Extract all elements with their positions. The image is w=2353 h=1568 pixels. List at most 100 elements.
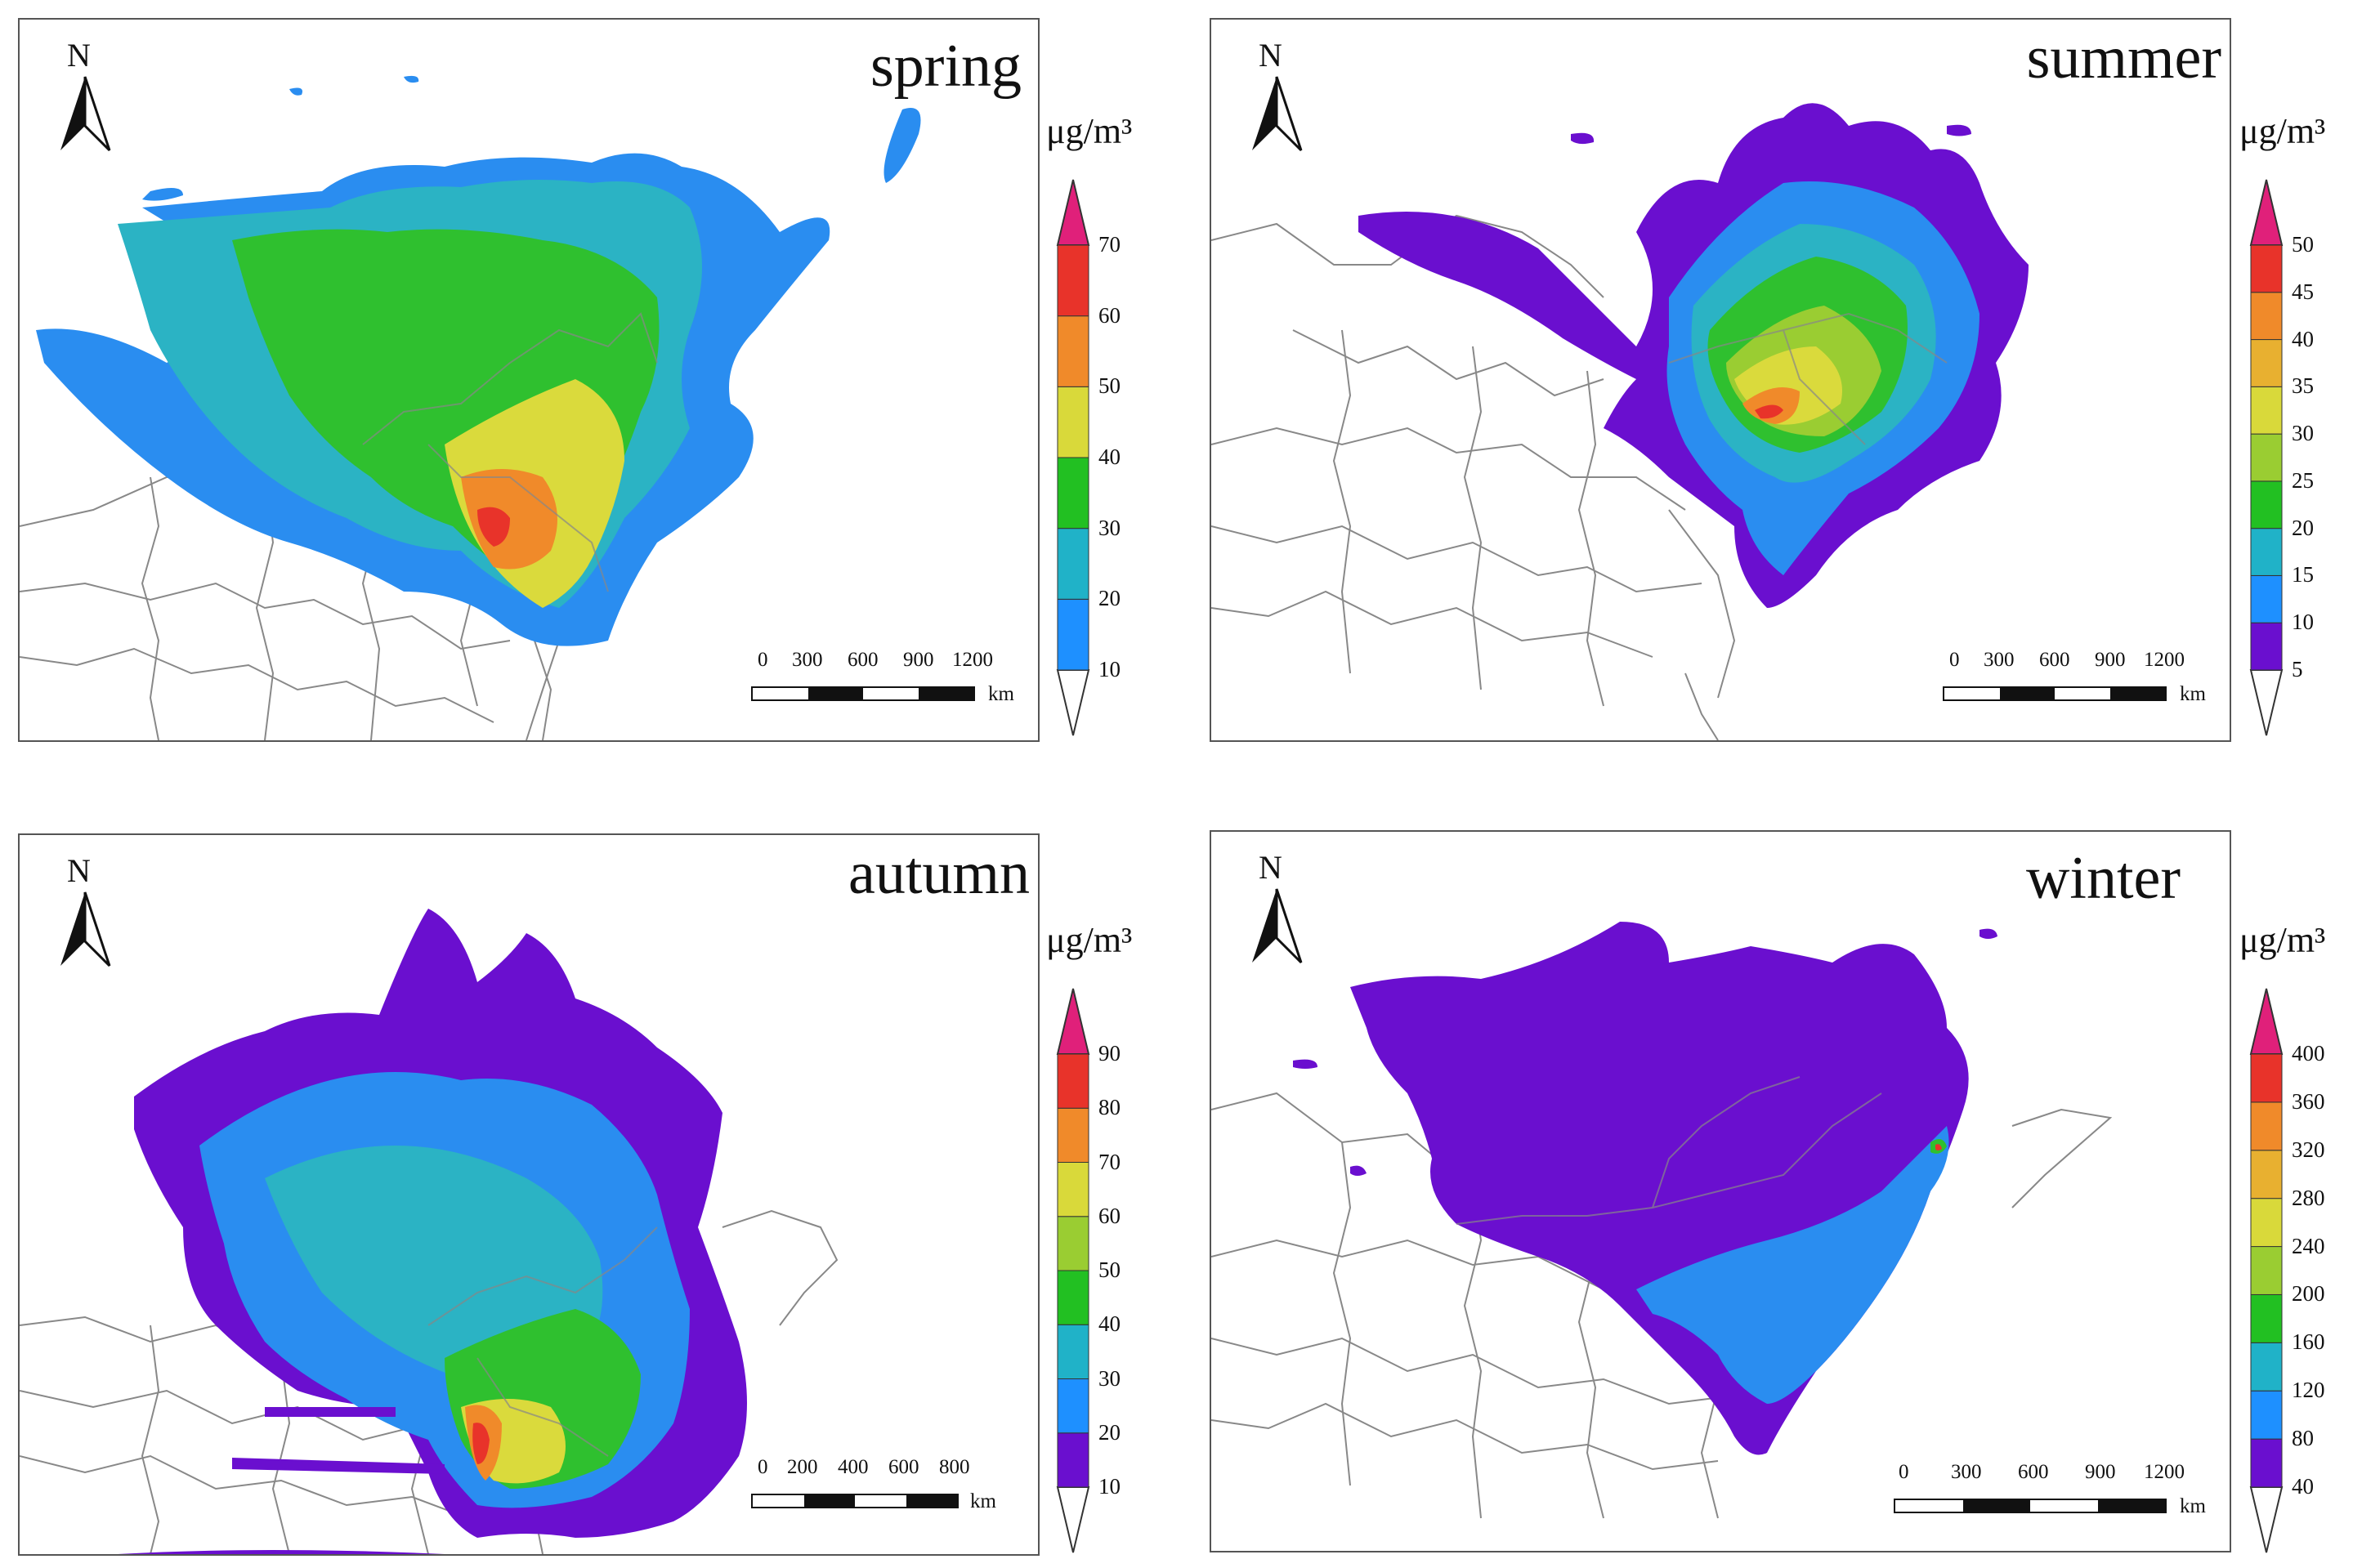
legend-tick-label: 90 [1098,1041,1121,1065]
legend-swatch [2250,480,2283,529]
legend-cap-bottom [1056,669,1090,736]
overlay-boundaries [362,312,658,592]
plume-summer [1358,103,2029,608]
concentration-map [20,909,839,1554]
plume-winter [1293,922,1997,1455]
north-label: N [1259,849,1282,886]
north-arrow: N [52,36,118,159]
legend-cap-bottom [2249,669,2284,736]
concentration-map [1211,103,2029,740]
legend-bar [2249,179,2284,736]
legend-tick-label: 20 [2292,515,2314,540]
season-title: spring [870,33,1022,100]
legend-tick-label: 240 [2292,1233,2325,1258]
concentration-map [20,75,921,740]
legend-unit: μg/m³ [2239,920,2326,960]
legend-swatch [2250,1053,2283,1103]
panel-spring: spring N 0 300 600 900 1200 km μg/m³ 10 2… [0,0,1177,752]
legend-swatch [2250,339,2283,387]
legend-swatch [1057,244,1089,317]
scale-bar-group: 0 200 400 600 800 km [751,1456,1029,1530]
legend-swatch [1057,386,1089,458]
scale-tick: 800 [939,1456,970,1478]
legend-swatch [2250,1390,2283,1440]
map-winter: winter N 0 300 600 900 1200 km [1210,830,2231,1552]
legend-cap-bottom [2249,1486,2284,1553]
scale-tick: 300 [1984,649,2015,671]
legend-cap-top [1056,179,1090,246]
legend-swatch [1057,1053,1089,1109]
legend-tick-label: 15 [2292,562,2314,587]
legend-bar [1056,179,1090,736]
legend-swatch [2250,433,2283,482]
scale-tick: 600 [848,649,879,671]
color-legend: 10 20 30 40 50 60 70 [1054,179,1152,736]
scale-bar [1894,1499,2167,1513]
scale-tick: 0 [758,649,768,671]
season-title: summer [2026,25,2221,92]
legend-tick-label: 280 [2292,1185,2325,1210]
scale-tick: 1200 [2144,1461,2185,1483]
legend-tick-label: 5 [2292,657,2303,681]
north-arrow: N [1244,36,1309,159]
north-arrow-icon [60,891,111,967]
north-arrow: N [52,851,118,974]
legend-cap-bottom [1056,1486,1090,1553]
scale-tick: 300 [792,649,823,671]
scale-tick: 1200 [952,649,993,671]
legend-swatch [2250,1198,2283,1248]
scale-bar [1943,686,2167,701]
legend-swatch [2250,1293,2283,1343]
season-title: autumn [848,840,1030,907]
legend-tick-label: 320 [2292,1137,2325,1162]
legend-tick-label: 35 [2292,373,2314,399]
legend-swatch [1057,528,1089,600]
color-legend: 5 10 15 20 25 30 35 40 45 50 [2248,179,2346,736]
legend-swatch [2250,1150,2283,1199]
legend-tick-label: 40 [1098,444,1121,469]
scale-bar-group: 0 300 600 900 1200 km [1943,649,2221,722]
legend-swatch [1057,1216,1089,1271]
legend-tick-label: 30 [2292,421,2314,446]
legend-tick-label: 30 [1098,515,1121,540]
legend-swatch [2250,1246,2283,1295]
legend-tick-label: 40 [1098,1311,1121,1337]
legend-cap-top [1056,988,1090,1055]
legend-tick-label: 80 [1098,1095,1121,1120]
legend-swatch [1057,1107,1089,1163]
legend-tick-label: 120 [2292,1378,2325,1403]
legend-tick-label: 10 [2292,610,2314,635]
legend-swatch [2250,528,2283,576]
legend-cap-top [2249,988,2284,1055]
legend-swatch [2250,292,2283,341]
legend-tick-label: 70 [1098,1149,1121,1174]
scale-tick: 400 [838,1456,869,1478]
legend-tick-label: 50 [1098,1258,1121,1282]
season-title: winter [2025,845,2181,912]
legend-swatch [2250,1342,2283,1392]
legend-tick-label: 40 [2292,1474,2314,1499]
legend-swatch [2250,386,2283,435]
legend-swatch [2250,244,2283,293]
scale-tick: 200 [787,1456,818,1478]
legend-tick-label: 20 [1098,586,1121,611]
legend-tick-label: 160 [2292,1329,2325,1355]
legend-bar [1056,988,1090,1553]
legend-swatch [1057,1432,1089,1488]
north-label: N [67,852,91,889]
scale-unit: km [2180,1495,2206,1517]
legend-unit: μg/m³ [1046,920,1133,960]
legend-swatch [1057,1378,1089,1434]
panel-summer: summer N 0 300 600 900 1200 km μg/m³ 5 10… [1193,0,2353,752]
north-arrow: N [1244,848,1309,971]
scale-tick: 0 [1949,649,1960,671]
legend-bar [2249,988,2284,1553]
north-arrow-icon [60,76,111,152]
legend-swatch [1057,457,1089,529]
scale-tick: 0 [758,1456,768,1478]
scale-tick: 300 [1951,1461,1982,1483]
legend-swatch [2250,1438,2283,1488]
scale-tick: 900 [2095,649,2126,671]
legend-tick-label: 10 [1098,1474,1121,1499]
scale-tick: 0 [1899,1461,1909,1483]
